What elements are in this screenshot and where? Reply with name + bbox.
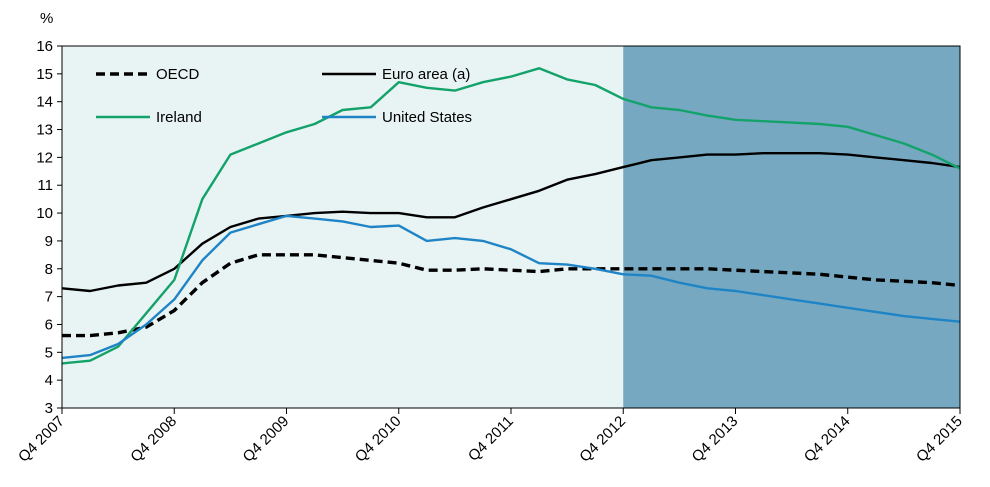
y-tick-label: 4 — [45, 372, 53, 389]
x-tick-label: Q4 2008 — [127, 413, 180, 466]
legend: OECD Euro area (a) Ireland United States — [96, 66, 472, 126]
y-tick-label: 16 — [36, 38, 53, 55]
x-tick-label: Q4 2011 — [465, 413, 517, 465]
y-tick-label: 14 — [36, 94, 53, 111]
x-tick-label: Q4 2012 — [576, 413, 629, 466]
x-tick-label: Q4 2007 — [15, 413, 68, 466]
y-tick-label: 13 — [36, 122, 53, 139]
x-tick-label: Q4 2014 — [801, 413, 854, 466]
x-tick-label: Q4 2009 — [240, 413, 293, 466]
y-tick-label: 6 — [45, 316, 53, 333]
projection-shading — [623, 46, 960, 408]
y-tick-label: 15 — [36, 66, 53, 83]
series-layer — [61, 67, 961, 365]
series-line-united-states — [61, 214, 961, 360]
legend-label-euro-area-a: Euro area (a) — [382, 66, 470, 83]
x-axis: Q4 2007 Q4 2008 Q4 2009 Q4 2010 Q4 2011 Q4 20… — [15, 408, 966, 466]
y-axis: 3 4 5 6 7 8 9 10 11 12 13 14 15 16 — [36, 38, 62, 417]
y-tick-label: 9 — [45, 233, 53, 250]
y-tick-label: 12 — [36, 149, 53, 166]
series-line-ireland — [61, 67, 961, 365]
y-tick-label: 11 — [37, 177, 53, 194]
y-tick-label: 5 — [45, 344, 53, 361]
x-tick-label: Q4 2010 — [352, 413, 405, 466]
y-axis-unit-label: % — [40, 10, 53, 27]
legend-label-ireland: Ireland — [156, 109, 202, 126]
y-tick-label: 10 — [36, 205, 53, 222]
plot-frame — [61, 45, 961, 409]
series-line-euro-area-a — [61, 151, 961, 293]
legend-label-oecd: OECD — [156, 66, 200, 83]
y-tick-label: 3 — [45, 400, 53, 417]
series-line-oecd — [62, 253, 961, 338]
y-tick-label: 8 — [45, 261, 53, 278]
x-tick-label: Q4 2015 — [913, 413, 966, 466]
y-tick-label: 7 — [45, 289, 53, 306]
legend-label-united-states: United States — [382, 109, 472, 126]
x-tick-label: Q4 2013 — [689, 413, 742, 466]
